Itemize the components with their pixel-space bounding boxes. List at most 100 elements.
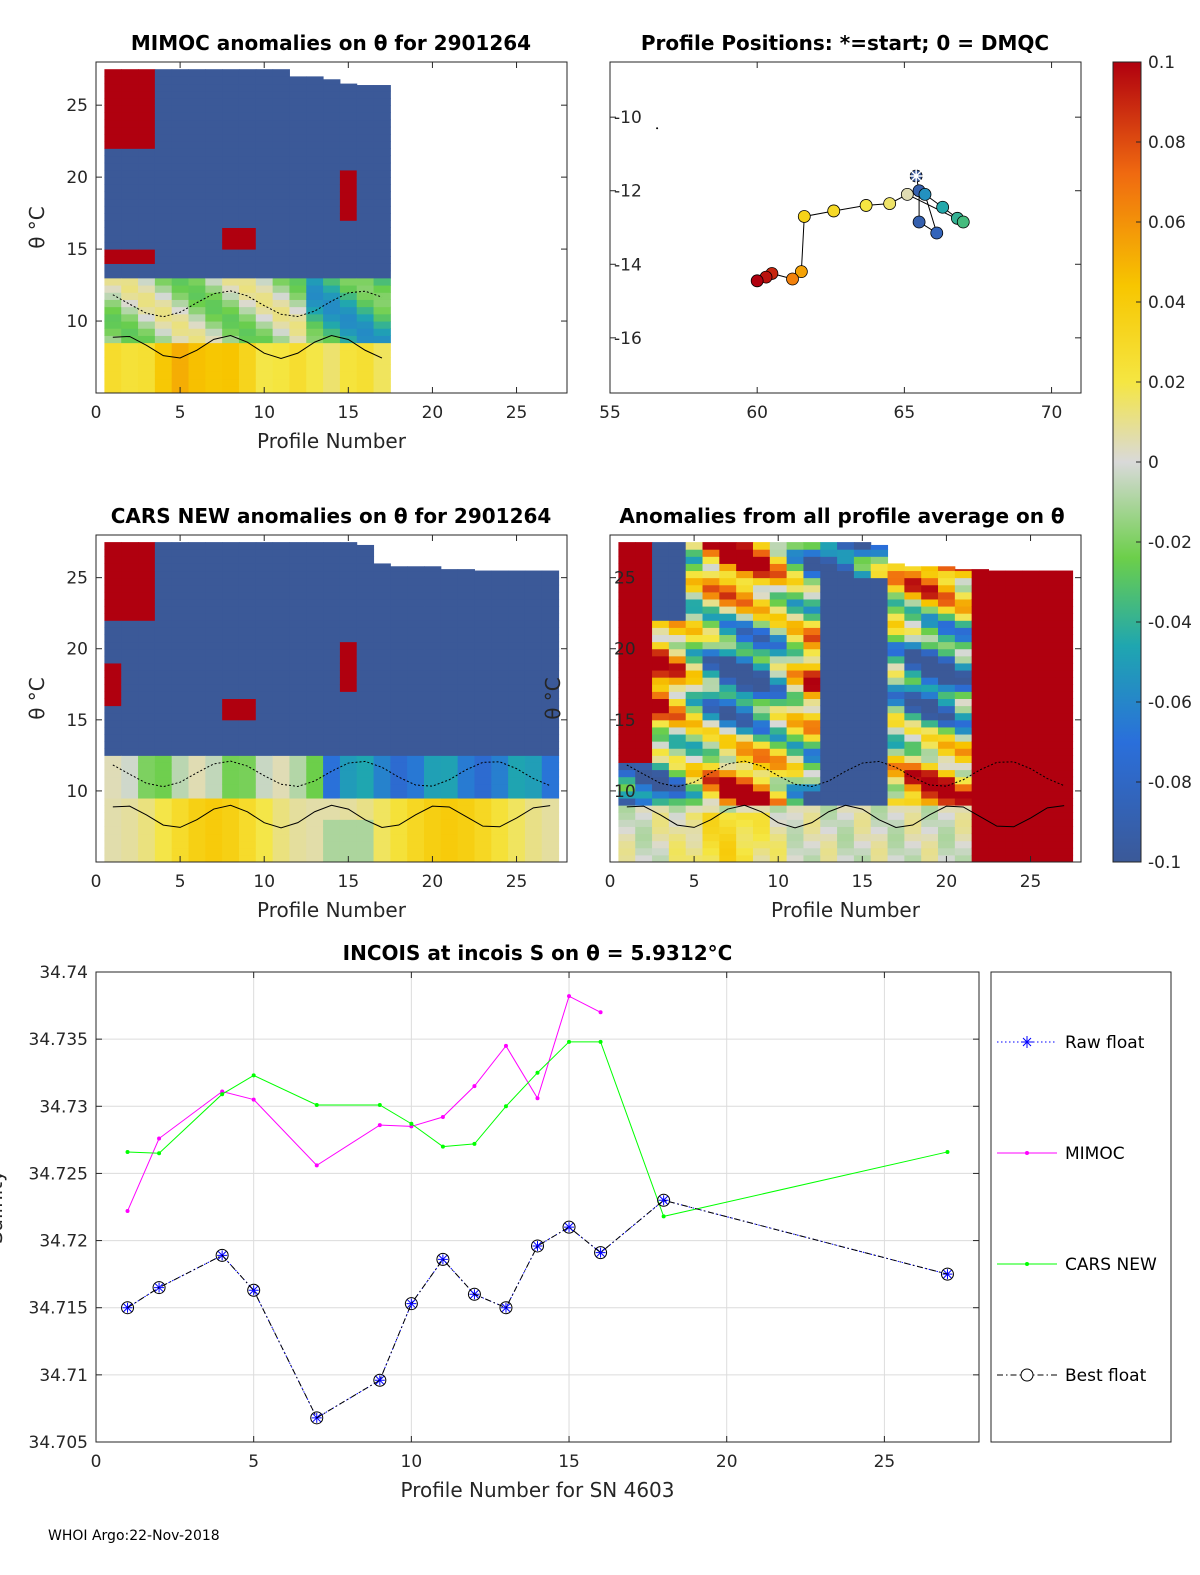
cars-cell <box>356 805 375 813</box>
cars-cell <box>272 598 290 607</box>
avg-cell <box>938 627 956 636</box>
mimoc-cell <box>121 191 139 200</box>
cars-cell <box>154 620 173 628</box>
avg-cell <box>820 854 838 863</box>
avg-cell <box>736 805 754 813</box>
cars-cell <box>474 670 492 678</box>
avg-cell <box>668 577 687 586</box>
avg-cell <box>786 776 804 785</box>
mimoc-cell <box>222 198 240 207</box>
cars-cell <box>440 584 459 593</box>
cars-cell <box>457 584 475 593</box>
cars-new-point <box>377 1102 382 1107</box>
avg-cell <box>618 670 636 678</box>
cars-cell <box>474 854 492 863</box>
cars-cell <box>138 783 156 792</box>
avg-cell <box>618 570 636 579</box>
avg-cell <box>887 670 905 678</box>
avg-cell <box>685 819 704 827</box>
mimoc-cell <box>356 285 375 293</box>
mimoc-cell <box>222 263 240 272</box>
avg-cell <box>938 798 956 806</box>
mimoc-cell <box>238 385 257 394</box>
avg-cell <box>954 854 973 863</box>
mimoc-cell <box>272 191 290 200</box>
mimoc-cell <box>289 263 307 272</box>
avg-cell <box>853 826 872 835</box>
mimoc-cell <box>323 385 341 394</box>
mimoc-cell <box>323 249 341 257</box>
avg-cell <box>668 598 687 607</box>
avg-cell <box>803 620 821 628</box>
cars-cell <box>188 790 206 799</box>
avg-cell <box>1038 783 1057 792</box>
mimoc-cell <box>154 270 173 279</box>
avg-cell <box>904 655 922 664</box>
mimoc-cell <box>289 97 307 106</box>
cars-cell <box>222 819 240 827</box>
cars-cell <box>491 670 509 678</box>
cars-cell <box>205 591 223 600</box>
cars-cell <box>289 705 307 714</box>
avg-cell <box>954 769 973 778</box>
mimoc-cell <box>339 148 358 157</box>
cars-cell <box>491 641 509 650</box>
avg-cell <box>837 620 855 628</box>
cars-cell <box>356 840 375 849</box>
avg-cell <box>618 641 636 650</box>
avg-cell <box>971 783 989 792</box>
cars-cell <box>121 577 139 586</box>
mimoc-cell <box>205 277 223 286</box>
cars-cell <box>188 584 206 593</box>
avg-cell <box>904 840 922 849</box>
avg-cell <box>1055 734 1074 742</box>
avg-cell <box>736 854 754 863</box>
avg-cell <box>820 755 838 763</box>
mimoc-cell <box>104 270 122 279</box>
cars-cell <box>323 854 341 863</box>
avg-cell <box>702 776 720 785</box>
cars-cell <box>474 783 492 792</box>
mimoc-cell <box>306 191 324 200</box>
mimoc-cell <box>339 292 358 300</box>
avg-cell <box>921 598 939 607</box>
avg-cell <box>1005 798 1023 806</box>
mimoc-cell <box>121 148 139 157</box>
avg-cell <box>1055 641 1074 650</box>
avg-cell <box>719 812 737 820</box>
cars-cell <box>138 563 156 572</box>
cars-cell <box>272 798 290 806</box>
profile-position-point <box>912 215 926 229</box>
cars-cell <box>272 741 290 749</box>
cars-cell <box>323 634 341 643</box>
cars-cell <box>222 691 240 699</box>
avg-xtick-label: 25 <box>1020 872 1042 892</box>
cars-cell <box>222 584 240 593</box>
cars-cell <box>205 840 223 849</box>
cars-cell <box>390 762 408 771</box>
mimoc-cell <box>289 205 307 214</box>
mimoc-cell <box>222 313 240 322</box>
avg-cell <box>938 705 956 714</box>
cars-cell <box>424 812 442 820</box>
mimoc-cell <box>138 141 156 149</box>
mimoc-cell <box>222 76 240 85</box>
cars-cell <box>457 620 475 628</box>
cars-cell <box>424 833 442 842</box>
avg-cell <box>988 776 1006 785</box>
cars-cell <box>457 634 475 643</box>
avg-cell <box>635 577 653 586</box>
cars-cell <box>138 819 156 827</box>
cars-cell <box>306 741 324 749</box>
avg-cell <box>736 677 754 685</box>
cars-cell <box>188 613 206 621</box>
best-float-point <box>467 1287 481 1301</box>
avg-cell <box>618 698 636 707</box>
mimoc-cell <box>154 263 173 272</box>
mimoc-cell <box>154 321 173 329</box>
mimoc-cell <box>104 342 122 351</box>
avg-cell <box>668 542 687 550</box>
avg-cell <box>954 812 973 820</box>
mimoc-cell <box>272 119 290 128</box>
avg-cell <box>904 712 922 721</box>
